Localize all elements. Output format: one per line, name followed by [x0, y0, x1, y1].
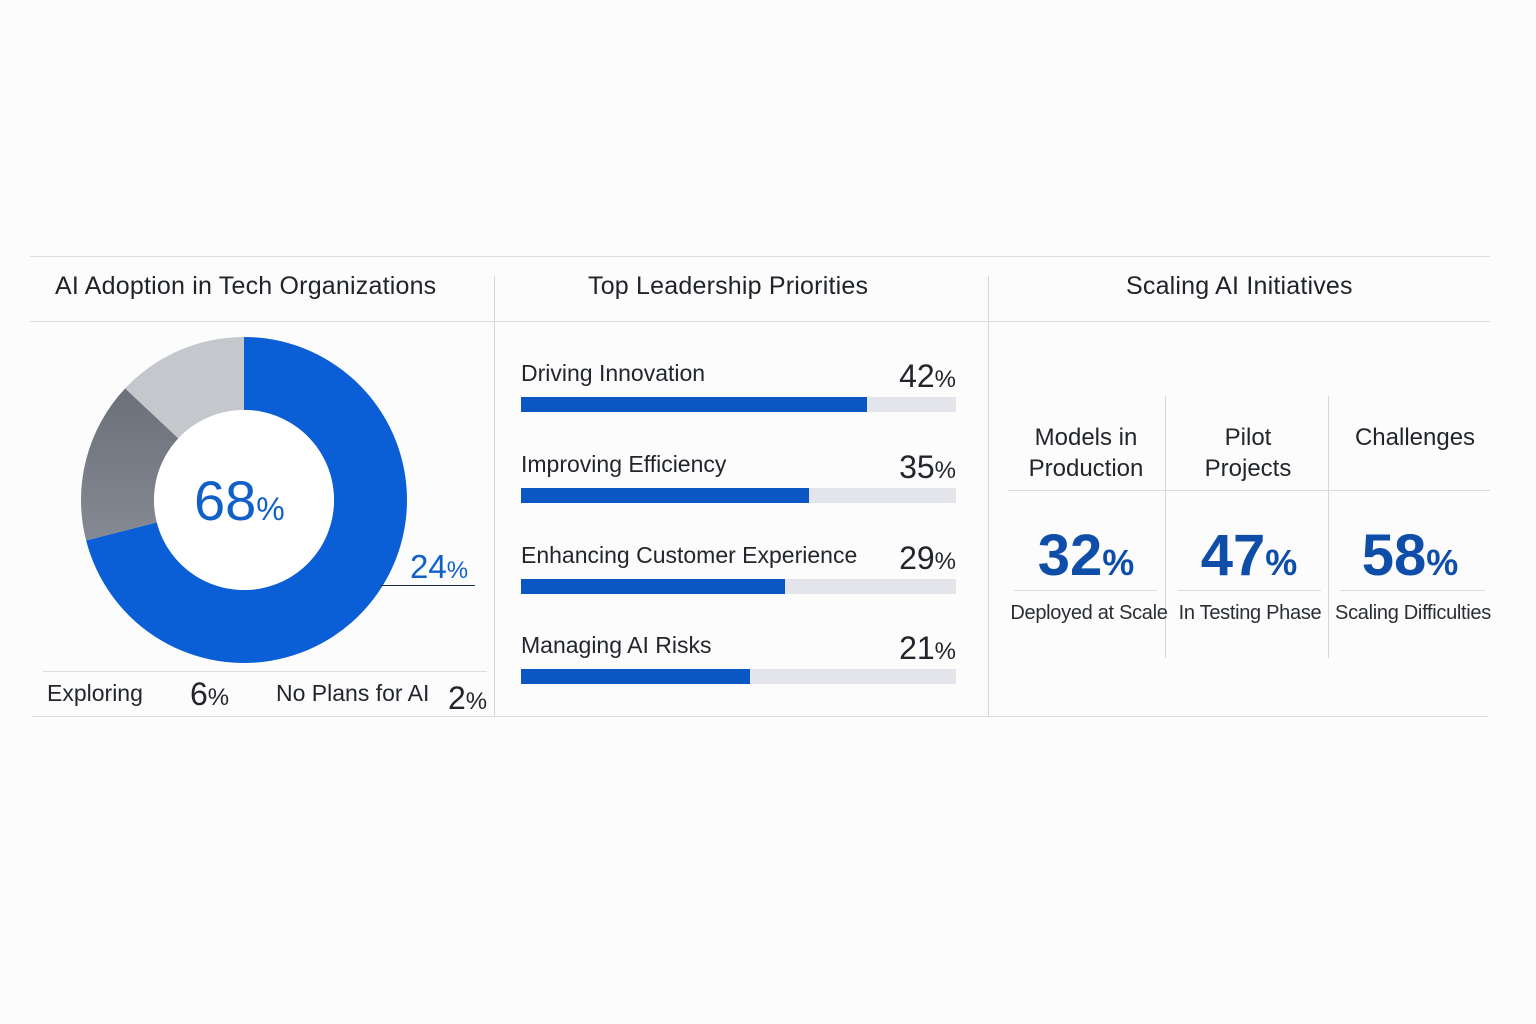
stat-heading-text: Pilot Projects — [1204, 424, 1292, 482]
donut-slice-no-plans — [125, 337, 244, 439]
exploring-number: 6 — [190, 676, 208, 712]
scaling-title: Scaling AI Initiatives — [1126, 272, 1353, 300]
stat-divider-2 — [1328, 396, 1329, 658]
bar-item: Improving Efficiency 35% — [521, 449, 956, 511]
stat-value-pilot: 47% — [1169, 522, 1329, 589]
stat-heading-text: Models in Production — [1028, 424, 1144, 482]
stat-number: 32 — [1037, 523, 1103, 588]
bar-label: Driving Innovation — [521, 360, 706, 386]
stat-number: 47 — [1200, 523, 1266, 588]
stat-heading-pilot: Pilot Projects — [1168, 422, 1328, 484]
stat-percent: % — [1265, 542, 1298, 583]
donut-center-percent: % — [256, 491, 285, 527]
no-plans-percent: % — [465, 688, 488, 715]
exploring-percent: % — [207, 684, 230, 711]
stat-underline-3 — [1340, 590, 1485, 591]
bottom-divider — [32, 716, 1488, 717]
donut-callout-value: 24% — [410, 548, 468, 586]
stat-heading-challenges: Challenges — [1335, 422, 1495, 453]
legend-exploring-label: Exploring — [47, 680, 143, 706]
bar-track — [521, 669, 956, 684]
bar-value-percent: % — [934, 548, 956, 575]
donut-slice-adopted — [86, 337, 407, 663]
stat-underline-1 — [1014, 590, 1157, 591]
stat-sublabel-challenges: Scaling Difficulties — [1335, 602, 1491, 624]
stat-number: 58 — [1361, 523, 1427, 588]
bar-track — [521, 397, 956, 412]
stat-divider-1 — [1165, 396, 1166, 658]
stat-heading-text: Challenges — [1354, 424, 1476, 451]
bar-track — [521, 488, 956, 503]
bar-fill — [521, 397, 867, 412]
bar-value: 21% — [899, 630, 956, 667]
priorities-title: Top Leadership Priorities — [588, 272, 869, 300]
stat-value-models: 32% — [1006, 522, 1166, 589]
bar-value: 29% — [899, 540, 956, 577]
stat-percent: % — [1102, 542, 1135, 583]
bar-value-percent: % — [934, 457, 956, 484]
top-divider — [30, 256, 1490, 257]
bar-fill — [521, 579, 785, 594]
callout-leader-line — [380, 585, 475, 586]
stat-sublabel-models: Deployed at Scale — [1010, 602, 1168, 624]
bar-value: 35% — [899, 449, 956, 486]
bar-fill — [521, 669, 751, 684]
bar-label: Improving Efficiency — [521, 451, 727, 477]
panel-divider-1 — [494, 276, 495, 716]
donut-slice-exploring — [81, 388, 179, 541]
adoption-donut-chart — [81, 337, 407, 663]
legend-divider — [43, 671, 487, 672]
no-plans-number: 2 — [448, 680, 466, 716]
legend-exploring-value: 6% — [190, 676, 229, 713]
legend-no-plans-value: 2% — [448, 680, 487, 717]
panel-divider-2 — [988, 276, 989, 716]
bar-fill — [521, 488, 809, 503]
adoption-title: AI Adoption in Tech Organizations — [55, 272, 437, 300]
bar-value-number: 29 — [899, 540, 935, 576]
header-divider — [30, 321, 1490, 322]
bar-track — [521, 579, 956, 594]
bar-value: 42% — [899, 358, 956, 395]
donut-hole — [154, 410, 334, 590]
bar-value-number: 21 — [899, 630, 935, 666]
callout-percent: % — [446, 557, 469, 584]
donut-center-value: 68% — [194, 468, 285, 533]
bar-value-number: 35 — [899, 449, 935, 485]
bar-value-percent: % — [934, 366, 956, 393]
stat-value-challenges: 58% — [1330, 522, 1490, 589]
bar-label: Managing AI Risks — [521, 632, 712, 658]
stat-underline-2 — [1178, 590, 1321, 591]
stat-heading-models: Models in Production — [1006, 422, 1166, 484]
bar-item: Driving Innovation 42% — [521, 358, 956, 420]
stat-sublabel-pilot: In Testing Phase — [1178, 602, 1322, 624]
stat-percent: % — [1426, 542, 1459, 583]
bar-item: Managing AI Risks 21% — [521, 630, 956, 692]
bar-value-number: 42 — [899, 358, 935, 394]
legend-no-plans-label: No Plans for AI — [276, 680, 430, 706]
bar-item: Enhancing Customer Experience 29% — [521, 540, 956, 602]
stat-header-divider — [1008, 490, 1490, 491]
bar-label: Enhancing Customer Experience — [521, 542, 858, 568]
donut-center-number: 68 — [194, 469, 257, 532]
callout-number: 24 — [410, 548, 447, 585]
bar-value-percent: % — [934, 638, 956, 665]
